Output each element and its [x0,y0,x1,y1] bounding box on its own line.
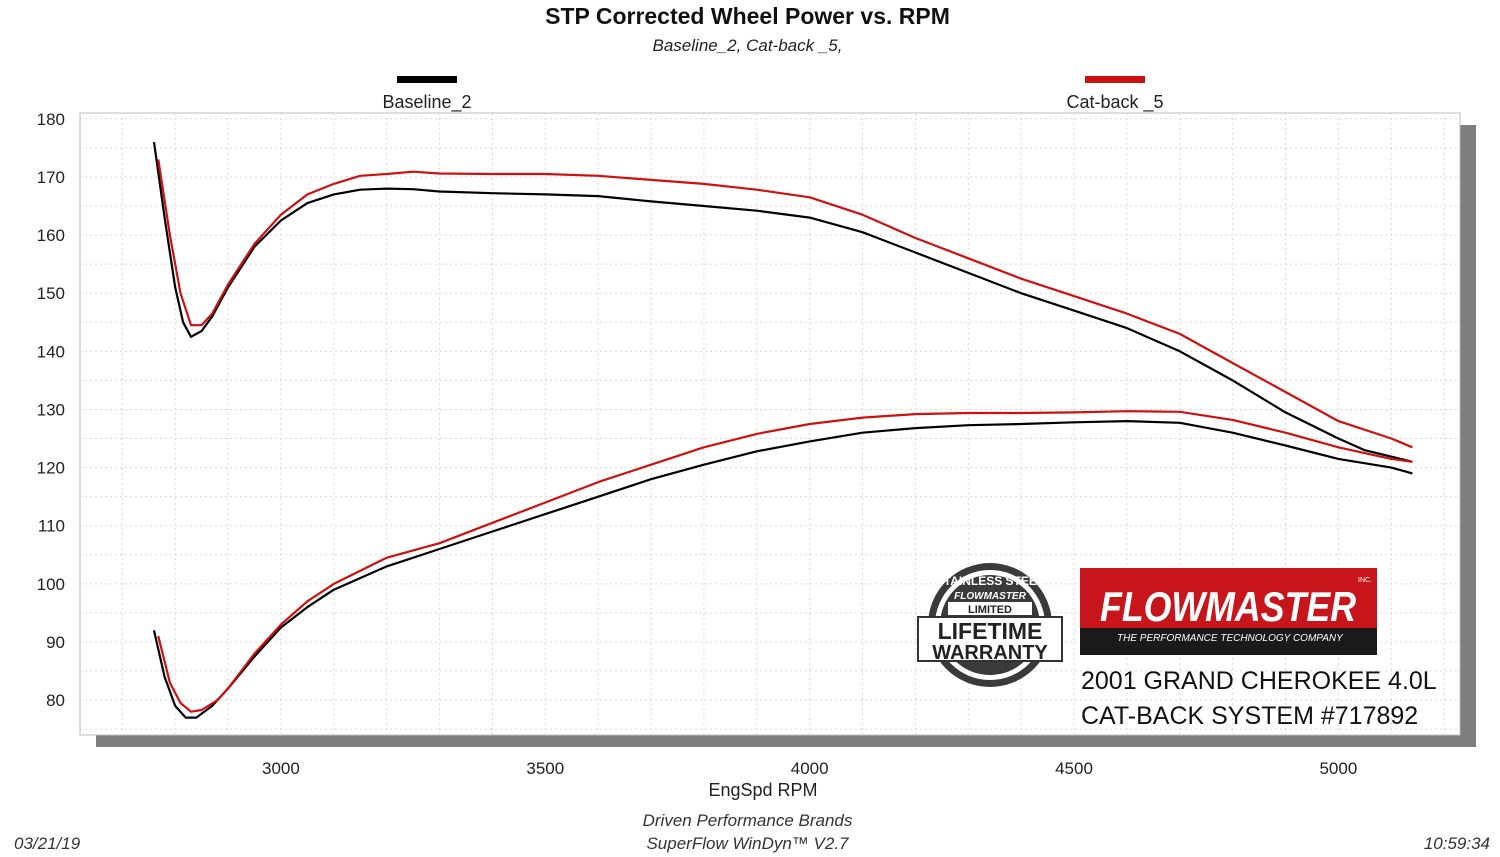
y-tick-label: 110 [38,517,65,536]
logo-tagline: THE PERFORMANCE TECHNOLOGY COMPANY [1117,633,1344,644]
chart-subtitle: Baseline_2, Cat-back _5, [652,36,843,55]
series-line-baseline-upper [152,141,1413,463]
legend-label-baseline: Baseline_2 [382,92,472,112]
y-tick-label: 170 [37,168,65,187]
chart-title: STP Corrected Wheel Power vs. RPM [545,3,950,29]
warranty-badge: STAINLESS STEEL FLOWMASTER LIMITED LIFET… [917,563,1063,687]
series-line-catback-lower [157,410,1413,713]
x-tick-label: 4000 [791,759,829,778]
y-tick-label: 140 [37,342,65,361]
y-tick-label: 160 [37,226,65,245]
vehicle-line-1: 2001 GRAND CHEROKEE 4.0L [1081,667,1437,695]
x-tick-label: 3000 [262,759,300,778]
y-tick-label: 180 [37,110,65,129]
series-line-catback-upper [157,159,1413,449]
y-tick-label: 150 [37,284,65,303]
y-tick-label: 90 [46,633,65,652]
x-tick-label: 4500 [1055,759,1093,778]
footer-date: 03/21/19 [14,834,81,853]
y-tick-label: 100 [37,575,65,594]
y-tick-label: 130 [37,400,65,419]
legend-swatch-baseline [397,76,457,83]
vehicle-line-2: CAT-BACK SYSTEM #717892 [1081,702,1418,730]
y-tick-label: 120 [37,459,65,478]
warranty-lifetime-text: LIFETIME [938,618,1043,644]
x-axis: 3000 3500 4000 4500 5000 [262,759,1357,778]
series-lines [152,141,1413,719]
y-tick-label: 80 [46,691,65,710]
flowmaster-logo: FLOWMASTER INC. THE PERFORMANCE TECHNOLO… [1080,568,1377,655]
warranty-top-text: STAINLESS STEEL [936,574,1044,588]
footer-time: 10:59:34 [1423,834,1490,853]
legend-label-catback: Cat-back _5 [1066,92,1164,112]
logo-inc: INC. [1358,577,1372,584]
footer-software: SuperFlow WinDyn™ V2.7 [646,834,849,853]
warranty-warranty-text: WARRANTY [932,642,1048,664]
warranty-limited-text: LIMITED [968,604,1012,616]
x-tick-label: 5000 [1319,759,1357,778]
y-axis: 80 90 100 110 120 130 140 150 160 170 180 [37,110,65,710]
x-tick-label: 3500 [526,759,564,778]
footer-company: Driven Performance Brands [642,811,853,830]
warranty-brand-text: FLOWMASTER [954,591,1026,602]
logo-wordmark: FLOWMASTER [1100,583,1357,630]
x-axis-label: EngSpd RPM [708,780,817,800]
legend-swatch-catback [1085,76,1145,83]
